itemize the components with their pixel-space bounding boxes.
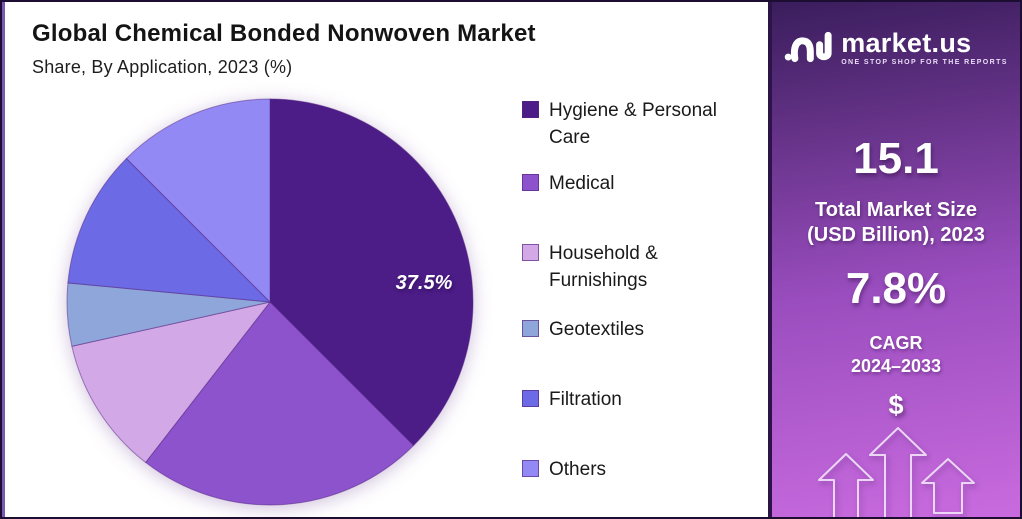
legend-swatch	[522, 174, 539, 191]
dollar-sign-icon: $	[888, 390, 904, 420]
legend-label: Medical	[549, 173, 615, 194]
pie-slice-household-furnishings	[71, 301, 272, 464]
chart-area: Global Chemical Bonded Nonwoven Market S…	[2, 2, 768, 517]
legend-label: Filtration	[549, 389, 622, 410]
legend-item-hygiene-personal-care: Hygiene & Personal Care	[522, 97, 744, 151]
legend-item-geotextiles: Geotextiles	[522, 316, 644, 343]
legend-label: Others	[549, 459, 607, 480]
pie-slice-medical	[144, 301, 415, 506]
legend-label: Hygiene & Personal Care	[549, 100, 717, 148]
legend-label: Household & Furnishings	[549, 243, 658, 291]
pie-chart	[66, 98, 474, 506]
chart-legend: Hygiene & Personal Care Medical Household …	[522, 2, 762, 517]
total-market-size-label: Total Market Size (USD Billion), 2023	[807, 199, 985, 246]
cagr-label: CAGR 2024–2033	[850, 333, 942, 376]
legend-swatch	[522, 320, 539, 337]
brand-name: market.us	[841, 27, 972, 58]
legend-swatch	[522, 460, 539, 477]
legend-item-medical: Medical	[522, 170, 614, 197]
legend-label: Geotextiles	[549, 319, 645, 340]
page-subtitle: Share, By Application, 2023 (%)	[32, 57, 293, 77]
legend-item-others: Others	[522, 456, 606, 483]
page-title: Global Chemical Bonded Nonwoven Market	[32, 20, 536, 47]
legend-item-filtration: Filtration	[522, 386, 622, 413]
market-us-logo-icon	[784, 31, 832, 63]
legend-item-household-furnishings: Household & Furnishings	[522, 240, 744, 294]
pie-slice-hygiene-personal-care	[269, 98, 474, 447]
pie-slice-data-label: 37.5%	[395, 272, 453, 294]
cagr-value: 7.8%	[845, 264, 947, 313]
side-panel: market.us ONE STOP SHOP FOR THE REPORTS …	[768, 2, 1020, 517]
total-market-size-value: 15.1	[853, 134, 939, 183]
pie-slice-filtration	[67, 157, 272, 303]
legend-swatch	[522, 101, 539, 118]
brand-tagline: ONE STOP SHOP FOR THE REPORTS	[841, 58, 1008, 66]
growth-arrows-icon	[818, 427, 975, 517]
pie-slice-others	[125, 98, 271, 304]
legend-swatch	[522, 390, 539, 407]
legend-swatch	[522, 244, 539, 261]
brand-logo: market.us ONE STOP SHOP FOR THE REPORTS	[772, 26, 1020, 68]
